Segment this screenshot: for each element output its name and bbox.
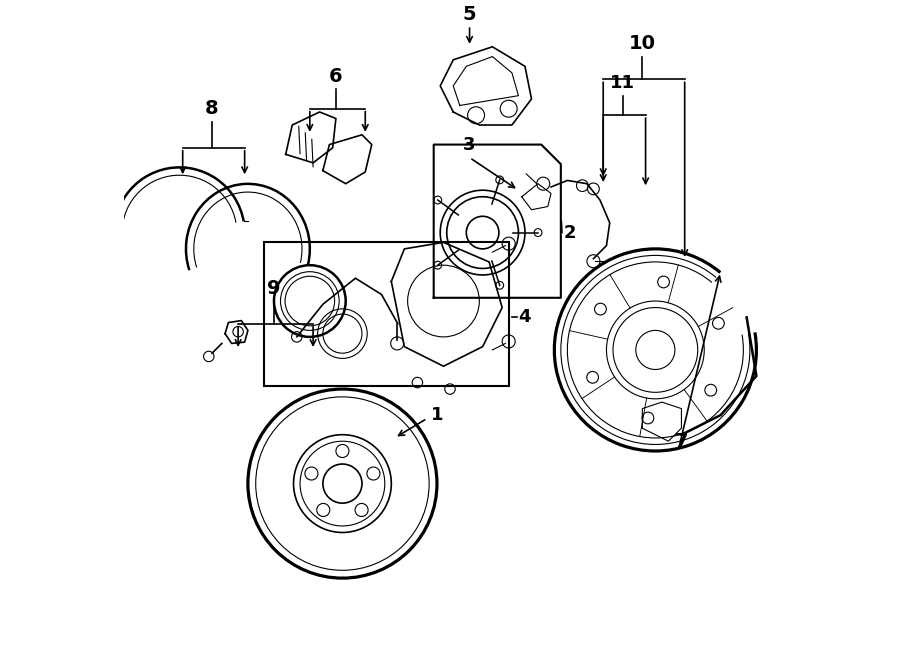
Text: 2: 2 (564, 223, 577, 241)
Text: 10: 10 (629, 34, 656, 54)
Bar (265, 243, 508, 386)
Text: 5: 5 (463, 5, 476, 24)
Text: 1: 1 (430, 406, 443, 424)
Text: 8: 8 (205, 100, 219, 118)
Text: 6: 6 (329, 67, 343, 86)
Text: 7: 7 (675, 432, 688, 451)
Text: 11: 11 (610, 75, 635, 93)
Text: 3: 3 (464, 136, 476, 155)
Text: 4: 4 (518, 308, 531, 327)
Text: 9: 9 (267, 279, 281, 298)
